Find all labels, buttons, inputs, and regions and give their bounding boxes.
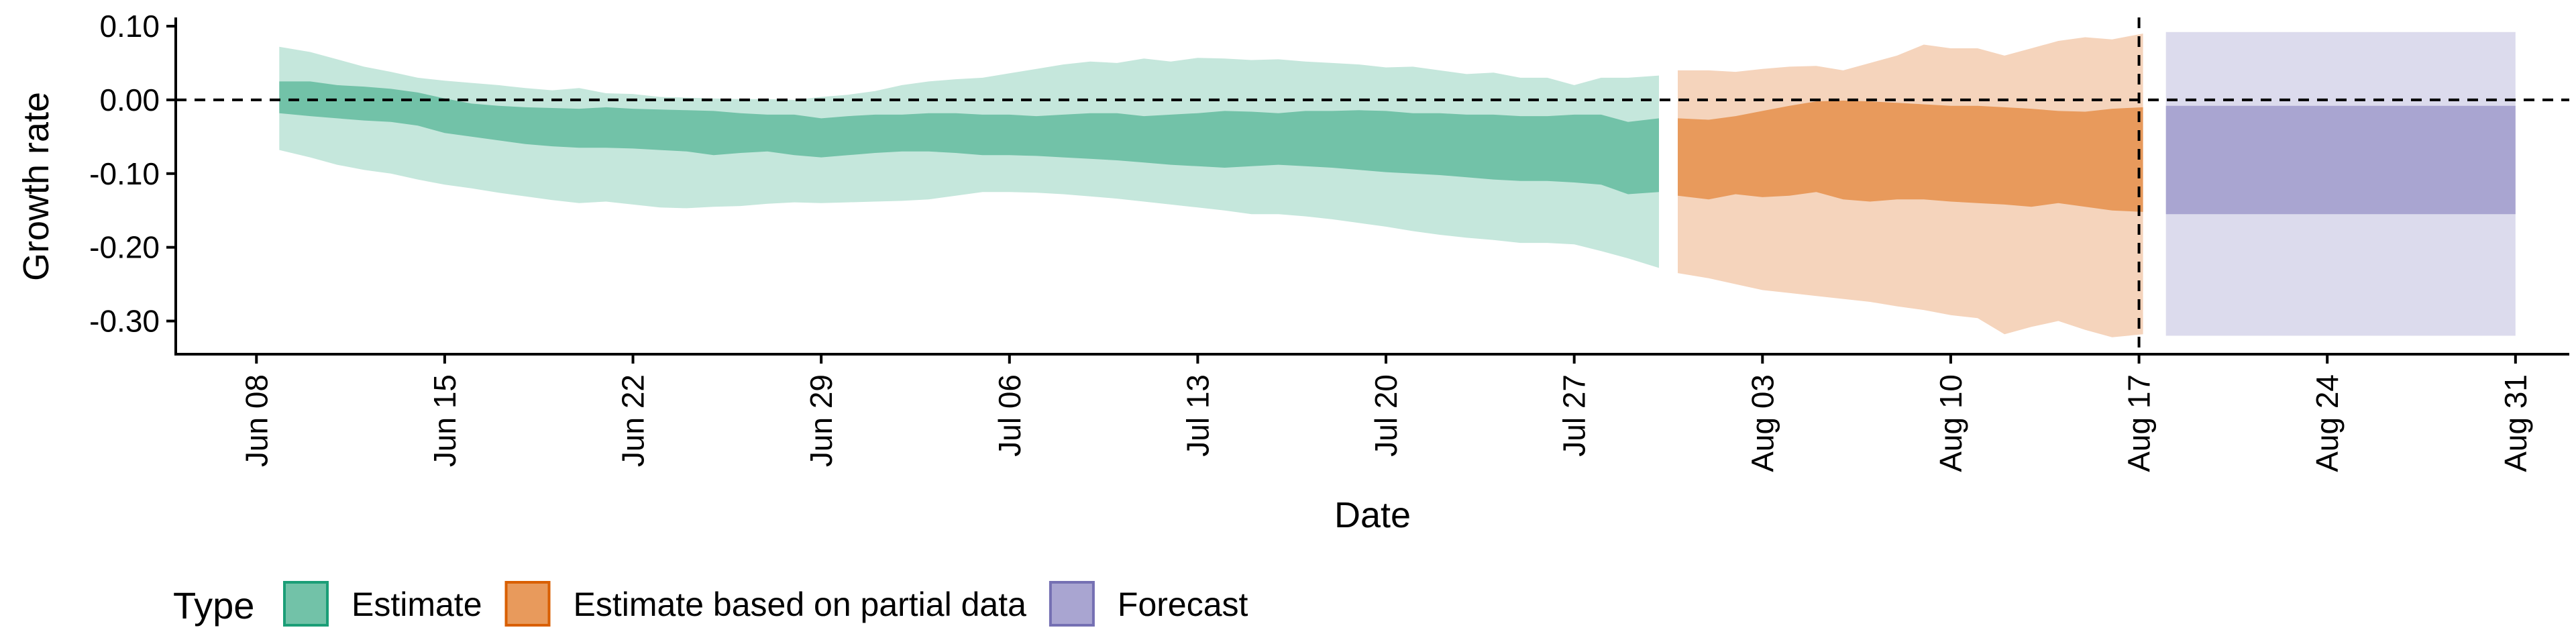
x-tick-label: Aug 24 bbox=[2310, 374, 2345, 472]
y-tick-label: 0.00 bbox=[99, 83, 160, 117]
x-tick-label: Aug 03 bbox=[1745, 374, 1780, 472]
y-tick-label: -0.10 bbox=[89, 156, 160, 191]
x-tick-label: Jun 08 bbox=[239, 374, 274, 467]
x-ticks: Jun 08 Jun 15 Jun 22 Jun 29 Jul 06 Jul 13 Jul … bbox=[239, 354, 2533, 472]
x-tick-label: Jul 06 bbox=[992, 374, 1027, 457]
x-tick-label: Jul 20 bbox=[1368, 374, 1403, 457]
x-tick-label: Aug 31 bbox=[2498, 374, 2533, 472]
estimate-inner-band bbox=[279, 81, 1659, 195]
legend-items: Estimate Estimate based on partial data Fo… bbox=[283, 581, 1248, 627]
y-tick-label: -0.20 bbox=[89, 230, 160, 265]
legend-label-forecast: Forecast bbox=[1118, 586, 1248, 623]
x-tick-label: Jun 22 bbox=[616, 374, 651, 467]
y-ticks: 0.10 0.00 -0.10 -0.20 -0.30 bbox=[89, 9, 176, 339]
estimate-based-on-partial-data-inner-band bbox=[1678, 101, 2143, 212]
x-tick-label: Aug 17 bbox=[2122, 374, 2157, 472]
x-tick-label: Jul 13 bbox=[1180, 374, 1215, 457]
x-tick-label: Aug 10 bbox=[1933, 374, 1968, 472]
x-tick-label: Jun 29 bbox=[804, 374, 839, 467]
forecast-inner-band bbox=[2165, 105, 2516, 215]
reference-lines bbox=[176, 17, 2569, 354]
y-axis-title: Growth rate bbox=[16, 92, 56, 281]
estimate-outer-band bbox=[279, 46, 1659, 268]
axes-layer: 0.100.00-0.10-0.20-0.30 Jun 08 Jun 15 Jun … bbox=[89, 9, 2569, 472]
legend: Type Estimate Estimate based on partial d… bbox=[173, 581, 1248, 627]
legend-label-estimate-based-on-partial-data: Estimate based on partial data bbox=[574, 586, 1027, 623]
legend-title: Type bbox=[173, 584, 254, 627]
x-tick-label: Jun 15 bbox=[427, 374, 462, 467]
legend-swatch-forecast bbox=[1049, 581, 1095, 627]
legend-label-estimate: Estimate bbox=[352, 586, 482, 623]
legend-swatch-estimate bbox=[283, 581, 329, 627]
x-axis-title: Date bbox=[1334, 495, 1411, 535]
y-tick-label: -0.30 bbox=[89, 304, 160, 339]
band-layer bbox=[279, 32, 2516, 337]
y-tick-label: 0.10 bbox=[99, 9, 160, 44]
legend-swatch-estimate-based-on-partial-data bbox=[504, 581, 551, 627]
x-tick-label: Jul 27 bbox=[1557, 374, 1592, 457]
